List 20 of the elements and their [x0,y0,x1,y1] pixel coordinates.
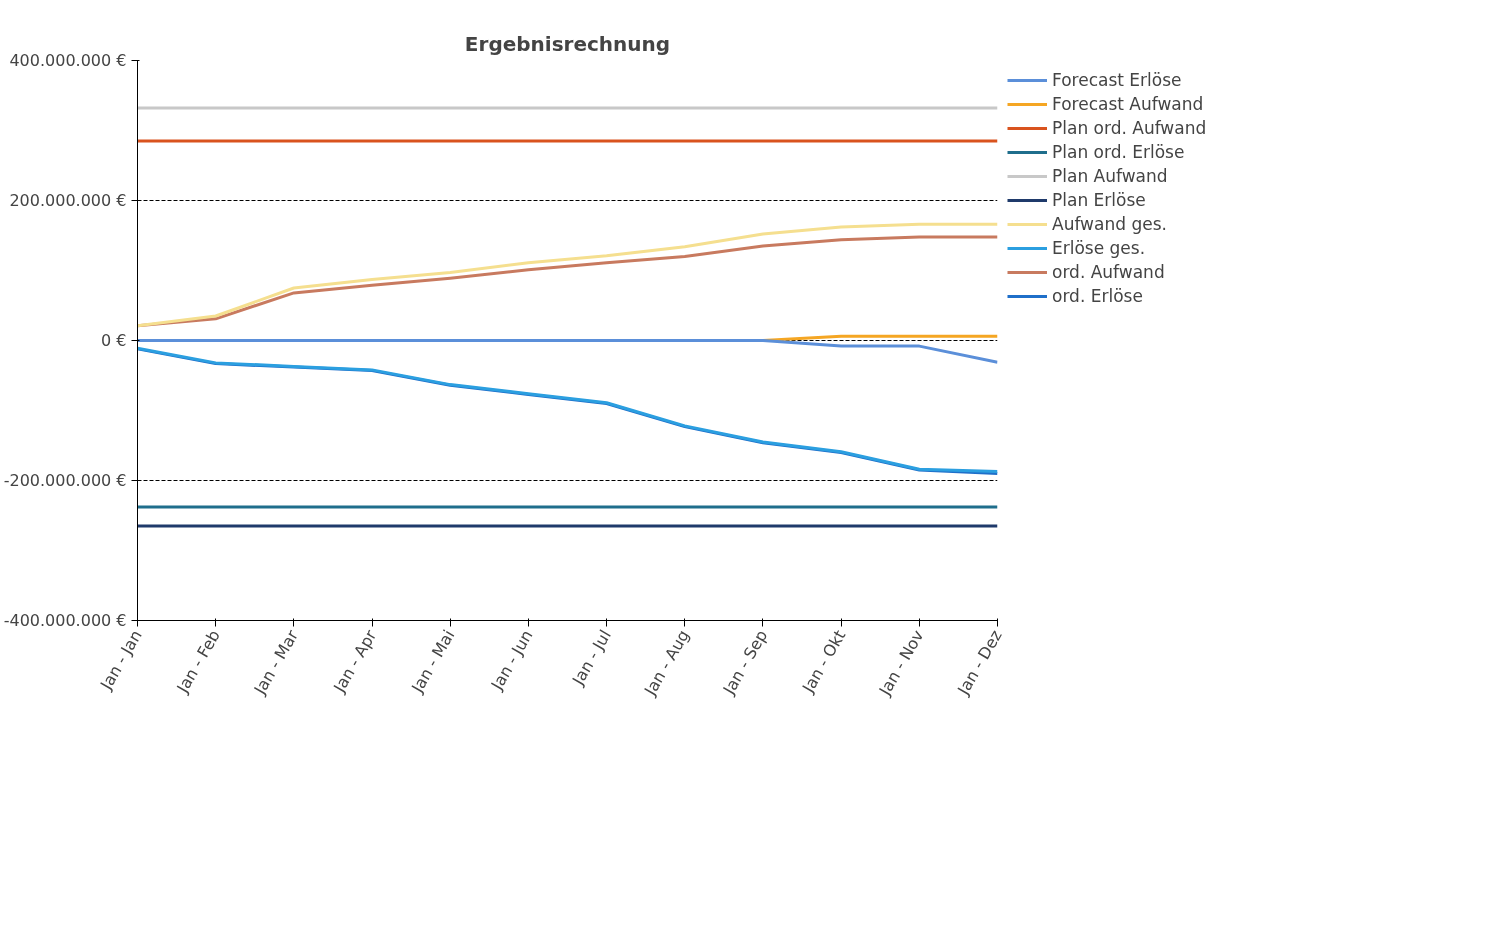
legend-label: ord. Aufwand [1052,262,1165,282]
x-tick-label: Jan - Feb [172,626,224,697]
x-tick-label: Jan - Okt [798,626,850,697]
legend-label: Plan ord. Erlöse [1052,142,1185,162]
y-tick-label: 200.000.000 € [9,191,127,210]
y-tick-label: 400.000.000 € [9,51,127,70]
legend-label: Plan Erlöse [1052,190,1146,210]
legend-label: Forecast Erlöse [1052,70,1182,90]
chart-title: Ergebnisrechnung [464,31,671,56]
y-tick-label: 0 € [101,331,127,350]
x-tick-label: Jan - Jul [567,626,615,689]
y-tick-label: -200.000.000 € [3,471,127,490]
legend-label: Forecast Aufwand [1052,94,1204,114]
legend-label: ord. Erlöse [1052,286,1143,306]
legend-label: Erlöse ges. [1052,238,1146,258]
legend-label: Plan ord. Aufwand [1052,118,1207,138]
legend-label: Plan Aufwand [1052,166,1168,186]
x-tick-label: Jan - Jun [486,626,537,694]
legend-label: Aufwand ges. [1052,214,1167,234]
x-tick-label: Jan - Sep [718,626,772,699]
